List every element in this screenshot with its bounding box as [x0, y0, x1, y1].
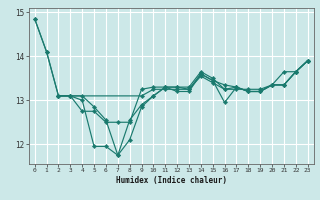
X-axis label: Humidex (Indice chaleur): Humidex (Indice chaleur)	[116, 176, 227, 185]
